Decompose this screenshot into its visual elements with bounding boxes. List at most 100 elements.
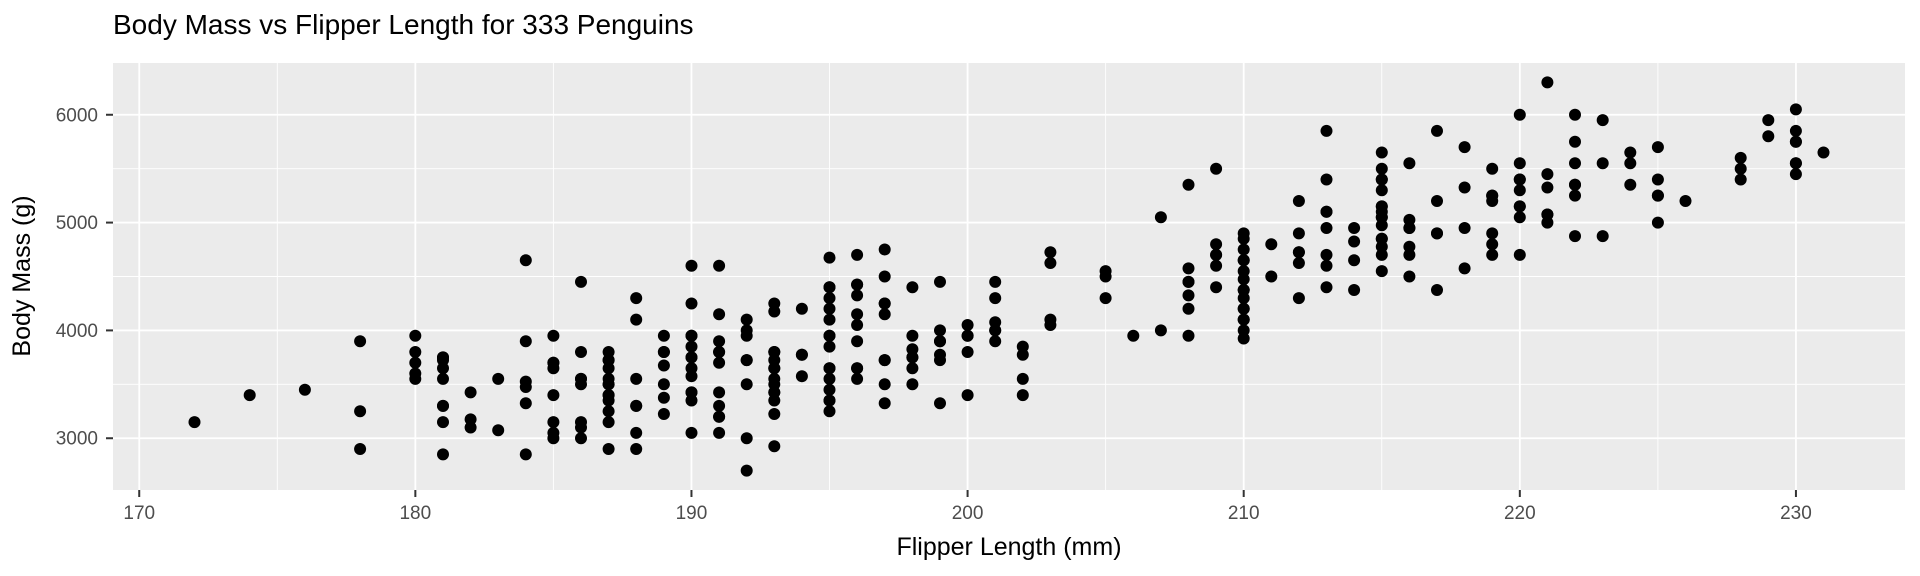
data-point — [1127, 329, 1140, 342]
data-point — [878, 308, 891, 321]
data-point — [1265, 238, 1278, 251]
data-point — [906, 281, 919, 294]
data-point — [519, 335, 532, 348]
data-point — [851, 278, 864, 291]
data-point — [437, 399, 449, 412]
data-point — [657, 359, 670, 372]
data-point — [1431, 124, 1443, 137]
data-point — [1651, 216, 1664, 229]
data-point — [1348, 222, 1361, 234]
data-point — [1320, 205, 1333, 218]
data-point — [519, 397, 532, 410]
data-point — [1486, 227, 1499, 240]
data-point — [851, 362, 864, 375]
data-point — [1237, 254, 1250, 267]
data-point — [1320, 248, 1333, 261]
data-point — [1210, 162, 1223, 175]
data-point — [1320, 222, 1333, 234]
data-point — [1541, 216, 1554, 229]
data-point — [713, 386, 726, 399]
data-point — [630, 292, 643, 305]
data-point — [1182, 275, 1195, 288]
data-point — [823, 302, 836, 315]
data-point — [1789, 124, 1802, 137]
data-point — [547, 432, 560, 445]
data-point — [713, 399, 726, 412]
x-tick-label: 220 — [1504, 503, 1536, 524]
data-point — [906, 378, 919, 391]
data-point — [1486, 162, 1499, 175]
data-point — [1265, 270, 1278, 283]
data-point — [437, 372, 449, 385]
data-point — [1044, 257, 1057, 269]
data-point — [1458, 141, 1471, 154]
data-point — [989, 335, 1002, 348]
data-point — [1182, 178, 1195, 191]
data-point — [685, 259, 698, 272]
data-point — [1431, 227, 1443, 240]
data-point — [1513, 211, 1526, 224]
data-point — [1403, 222, 1416, 234]
data-point — [1513, 108, 1526, 121]
data-point — [519, 254, 532, 267]
data-point — [1817, 146, 1830, 159]
data-point — [961, 389, 974, 402]
data-point — [1375, 248, 1388, 261]
data-point — [1099, 270, 1112, 283]
data-point — [1292, 246, 1305, 259]
data-point — [1486, 195, 1499, 207]
data-point — [602, 416, 615, 429]
data-point — [713, 356, 726, 369]
data-point — [1596, 230, 1609, 243]
data-point — [1569, 157, 1581, 170]
data-point — [1541, 181, 1554, 194]
data-point — [1375, 265, 1388, 278]
data-point — [1375, 219, 1388, 232]
data-point — [1375, 162, 1388, 175]
data-point — [409, 329, 422, 342]
data-point — [1320, 173, 1333, 186]
data-point — [1403, 270, 1416, 283]
data-point — [1292, 292, 1305, 305]
data-point — [934, 397, 946, 410]
data-point — [1458, 181, 1471, 194]
data-point — [1789, 135, 1802, 148]
data-point — [823, 372, 836, 385]
data-point — [961, 319, 974, 331]
data-point — [685, 426, 698, 439]
data-point — [1734, 151, 1747, 164]
data-point — [823, 383, 836, 396]
data-point — [1320, 281, 1333, 294]
data-point — [1431, 284, 1443, 296]
data-point — [878, 270, 891, 283]
data-point — [575, 378, 587, 391]
data-point — [1237, 332, 1250, 345]
data-point — [1292, 195, 1305, 207]
data-point — [851, 308, 864, 321]
data-point — [934, 324, 946, 337]
data-point — [713, 259, 726, 272]
data-point — [1651, 189, 1664, 202]
data-point — [851, 335, 864, 348]
data-point — [1375, 184, 1388, 197]
data-point — [1762, 114, 1775, 127]
data-point — [1569, 189, 1581, 202]
data-point — [768, 362, 781, 375]
data-point — [602, 362, 615, 375]
data-point — [1403, 248, 1416, 261]
data-point — [1375, 146, 1388, 159]
data-point — [519, 448, 532, 461]
data-point — [657, 408, 670, 420]
data-point — [1099, 292, 1112, 305]
data-point — [575, 275, 587, 288]
data-point — [1182, 302, 1195, 315]
data-point — [1624, 157, 1637, 170]
data-point — [1348, 254, 1361, 267]
data-point — [768, 440, 781, 453]
data-point — [1513, 157, 1526, 170]
data-point — [1016, 372, 1029, 385]
data-point — [464, 421, 477, 434]
data-point — [851, 372, 864, 385]
data-point — [1237, 232, 1250, 245]
